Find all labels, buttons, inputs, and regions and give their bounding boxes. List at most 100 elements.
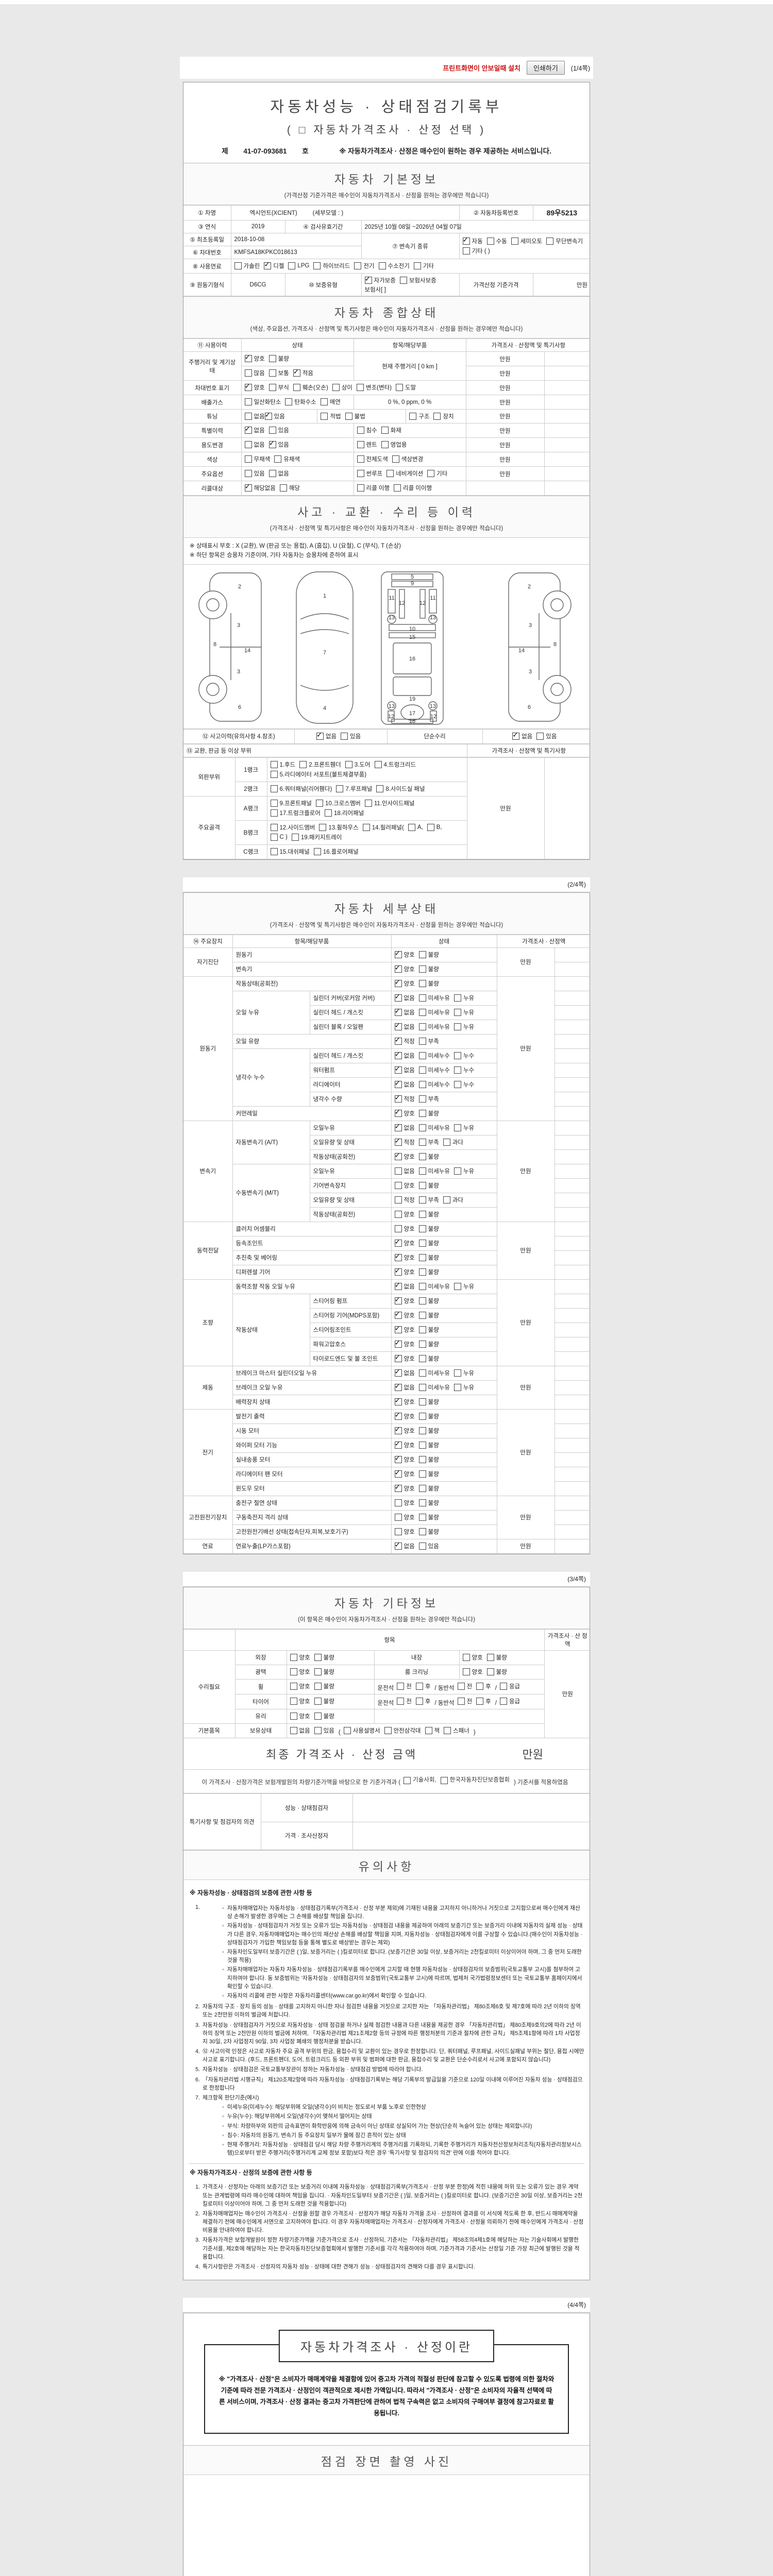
checkbox[interactable] xyxy=(418,1383,426,1391)
checkbox[interactable] xyxy=(357,455,364,463)
checkbox[interactable] xyxy=(234,262,242,269)
checkbox-checked[interactable] xyxy=(394,1338,402,1348)
checkbox[interactable] xyxy=(418,1499,426,1506)
checkbox[interactable] xyxy=(299,760,307,768)
checkbox-checked[interactable] xyxy=(394,1238,402,1247)
checkbox[interactable] xyxy=(392,455,399,463)
checkbox-checked[interactable] xyxy=(394,1324,402,1333)
checkbox[interactable] xyxy=(332,384,340,391)
checkbox[interactable] xyxy=(364,799,372,807)
checkbox[interactable] xyxy=(418,1441,426,1449)
checkbox[interactable] xyxy=(290,1726,297,1734)
checkbox[interactable] xyxy=(270,833,278,841)
checkbox[interactable] xyxy=(270,809,278,817)
checkbox[interactable] xyxy=(418,1369,426,1377)
checkbox[interactable] xyxy=(394,1167,402,1175)
checkbox[interactable] xyxy=(381,427,389,434)
checkbox[interactable] xyxy=(336,785,344,792)
checkbox[interactable] xyxy=(285,398,293,405)
checkbox[interactable] xyxy=(357,441,364,448)
checkbox-checked[interactable] xyxy=(394,1108,402,1117)
checkbox-checked[interactable] xyxy=(394,1021,402,1030)
checkbox[interactable] xyxy=(418,1470,426,1478)
checkbox[interactable] xyxy=(443,1138,450,1146)
checkbox[interactable] xyxy=(443,1196,450,1204)
checkbox-checked[interactable] xyxy=(244,482,252,492)
checkbox[interactable] xyxy=(345,413,352,420)
checkbox[interactable] xyxy=(499,1682,507,1690)
checkbox[interactable] xyxy=(418,1326,426,1333)
checkbox[interactable] xyxy=(314,1653,322,1661)
checkbox-checked[interactable] xyxy=(394,1468,402,1478)
checkbox[interactable] xyxy=(457,1697,465,1705)
checkbox-checked[interactable] xyxy=(244,425,252,434)
checkbox[interactable] xyxy=(394,1196,402,1204)
checkbox-checked[interactable] xyxy=(394,992,402,1002)
checkbox[interactable] xyxy=(418,1023,426,1030)
checkbox[interactable] xyxy=(418,1528,426,1535)
checkbox-checked[interactable] xyxy=(244,353,252,362)
checkbox[interactable] xyxy=(321,413,328,420)
checkbox[interactable] xyxy=(270,799,278,807)
checkbox[interactable] xyxy=(290,1683,297,1690)
checkbox[interactable] xyxy=(394,484,401,492)
checkbox[interactable] xyxy=(244,441,252,448)
checkbox-checked[interactable] xyxy=(394,1310,402,1319)
checkbox[interactable] xyxy=(425,1726,432,1734)
checkbox[interactable] xyxy=(454,1124,461,1131)
checkbox[interactable] xyxy=(418,1455,426,1463)
checkbox-checked[interactable] xyxy=(394,949,402,958)
checkbox[interactable] xyxy=(244,369,252,377)
checkbox[interactable] xyxy=(454,1369,461,1377)
checkbox-checked[interactable] xyxy=(394,1439,402,1449)
checkbox[interactable] xyxy=(314,1726,322,1734)
checkbox[interactable] xyxy=(319,823,327,831)
checkbox-checked[interactable] xyxy=(394,1367,402,1377)
checkbox[interactable] xyxy=(314,1668,322,1675)
checkbox[interactable] xyxy=(268,427,276,434)
checkbox[interactable] xyxy=(418,1095,426,1103)
checkbox[interactable] xyxy=(395,384,403,391)
checkbox[interactable] xyxy=(418,1225,426,1232)
checkbox[interactable] xyxy=(268,369,276,377)
checkbox[interactable] xyxy=(404,1776,411,1784)
checkbox[interactable] xyxy=(418,1080,426,1088)
checkbox[interactable] xyxy=(418,1138,426,1146)
checkbox[interactable] xyxy=(381,441,389,448)
checkbox[interactable] xyxy=(440,1776,448,1784)
checkbox[interactable] xyxy=(418,1210,426,1218)
checkbox[interactable] xyxy=(413,262,421,269)
checkbox[interactable] xyxy=(418,1354,426,1362)
checkbox[interactable] xyxy=(394,1528,402,1535)
checkbox[interactable] xyxy=(536,732,544,740)
checkbox[interactable] xyxy=(486,1653,494,1661)
checkbox-checked[interactable] xyxy=(394,1007,402,1016)
checkbox-checked[interactable] xyxy=(394,1137,402,1146)
checkbox[interactable] xyxy=(418,1066,426,1074)
checkbox-checked[interactable] xyxy=(264,411,272,420)
checkbox[interactable] xyxy=(486,237,494,245)
checkbox[interactable] xyxy=(418,951,426,958)
checkbox[interactable] xyxy=(418,1398,426,1405)
checkbox[interactable] xyxy=(433,413,441,420)
checkbox[interactable] xyxy=(444,1726,451,1734)
checkbox[interactable] xyxy=(418,1109,426,1117)
checkbox[interactable] xyxy=(418,1427,426,1434)
checkbox-checked[interactable] xyxy=(394,1454,402,1463)
checkbox[interactable] xyxy=(394,1513,402,1521)
checkbox[interactable] xyxy=(408,823,415,831)
checkbox-checked[interactable] xyxy=(293,367,300,377)
checkbox[interactable] xyxy=(418,1124,426,1131)
checkbox-checked[interactable] xyxy=(316,731,324,740)
checkbox[interactable] xyxy=(378,262,386,269)
checkbox-checked[interactable] xyxy=(394,1483,402,1492)
checkbox[interactable] xyxy=(418,1181,426,1189)
checkbox[interactable] xyxy=(418,1282,426,1290)
checkbox-checked[interactable] xyxy=(394,1425,402,1434)
checkbox[interactable] xyxy=(418,979,426,987)
checkbox[interactable] xyxy=(418,1037,426,1045)
checkbox[interactable] xyxy=(457,1682,465,1690)
checkbox[interactable] xyxy=(418,1008,426,1016)
checkbox[interactable] xyxy=(244,398,252,405)
checkbox[interactable] xyxy=(268,384,276,391)
